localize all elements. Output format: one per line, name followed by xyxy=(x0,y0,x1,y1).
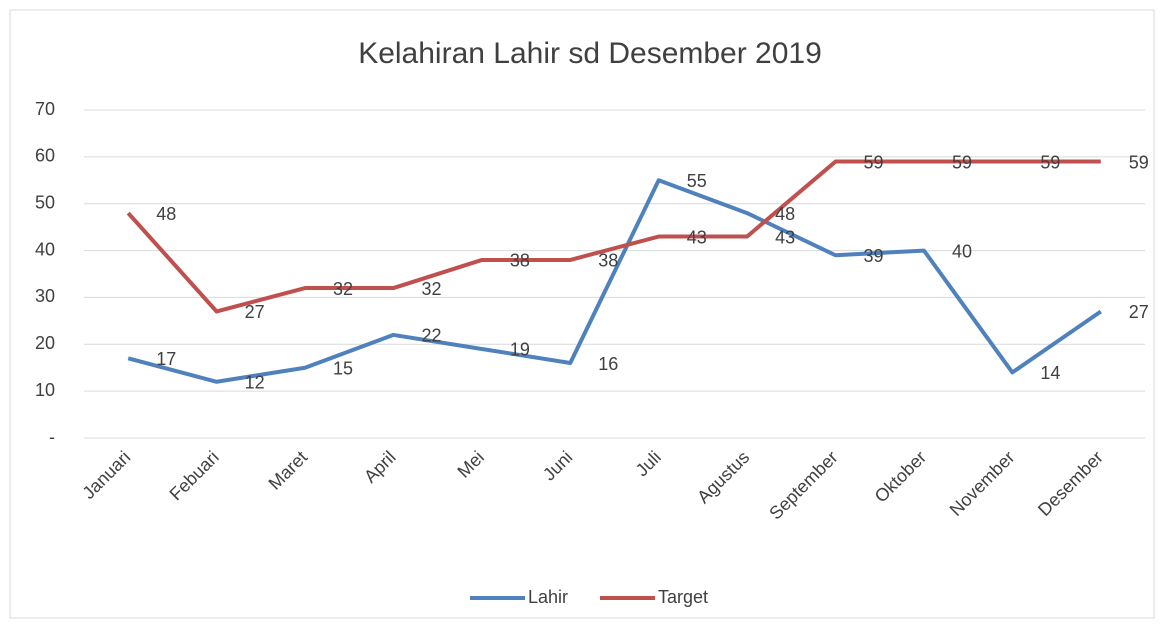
data-label: 27 xyxy=(1129,302,1149,322)
data-label: 32 xyxy=(333,279,353,299)
data-label: 32 xyxy=(421,279,441,299)
data-label: 40 xyxy=(952,241,972,261)
y-tick-label: 30 xyxy=(35,286,55,306)
data-label: 38 xyxy=(598,251,618,271)
data-label: 17 xyxy=(156,349,176,369)
data-label: 48 xyxy=(156,204,176,224)
data-label: 43 xyxy=(775,227,795,247)
chart-border xyxy=(9,9,1155,619)
data-label: 38 xyxy=(510,251,530,271)
y-tick-label: - xyxy=(49,427,55,447)
y-tick-label: 10 xyxy=(35,380,55,400)
y-tick-label: 50 xyxy=(35,192,55,212)
data-label: 14 xyxy=(1040,363,1060,383)
data-label: 55 xyxy=(687,171,707,191)
chart-title: Kelahiran Lahir sd Desember 2019 xyxy=(358,37,822,70)
y-tick-label: 70 xyxy=(35,99,55,119)
legend-label: Lahir xyxy=(528,587,568,607)
data-label: 15 xyxy=(333,358,353,378)
data-label: 12 xyxy=(245,373,265,393)
line-series xyxy=(127,178,1102,384)
data-label: 16 xyxy=(598,354,618,374)
data-label: 48 xyxy=(775,204,795,224)
data-label: 59 xyxy=(952,152,972,172)
y-tick-label: 20 xyxy=(35,333,55,353)
data-label: 19 xyxy=(510,340,530,360)
line-series xyxy=(126,159,1101,314)
data-label: 59 xyxy=(1040,152,1060,172)
data-label: 59 xyxy=(1129,152,1149,172)
data-label: 43 xyxy=(687,227,707,247)
data-label: 59 xyxy=(864,152,884,172)
data-label: 39 xyxy=(864,246,884,266)
data-label: 22 xyxy=(421,326,441,346)
legend-label: Target xyxy=(658,587,708,607)
y-tick-label: 60 xyxy=(35,146,55,166)
data-label: 27 xyxy=(245,302,265,322)
y-tick-label: 40 xyxy=(35,239,55,259)
